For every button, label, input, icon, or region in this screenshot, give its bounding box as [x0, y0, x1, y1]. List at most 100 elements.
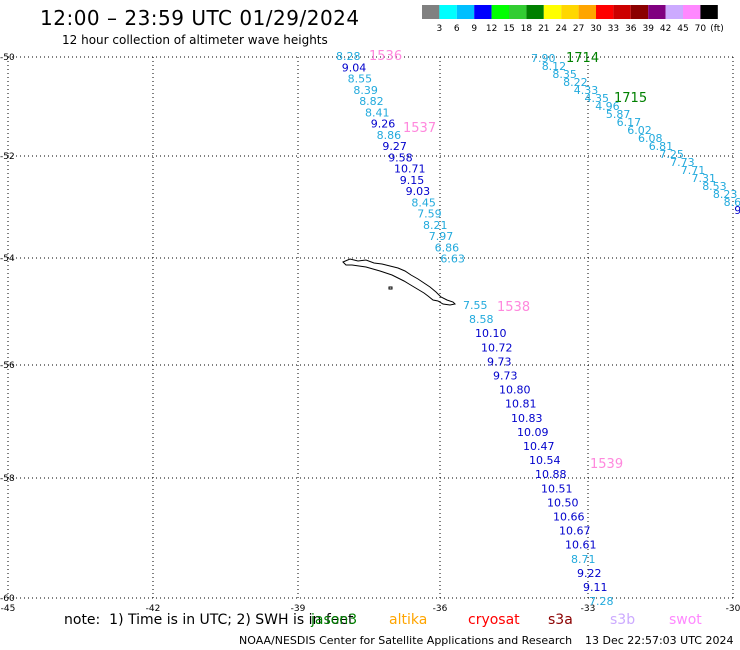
scale-swatch [526, 5, 544, 19]
wave-height-value: 4.96 [595, 100, 620, 113]
wave-height-value: 8.28 [336, 50, 361, 63]
wave-height-value: 6.86 [435, 241, 460, 254]
wave-height-value: 10.71 [394, 163, 426, 176]
latitude-label: -56 [0, 361, 15, 371]
wave-height-value: 10.80 [499, 384, 531, 397]
wave-height-tracks: 8.289.048.558.398.828.419.268.869.279.58… [336, 49, 740, 608]
wave-height-value: 7.71 [681, 164, 706, 177]
wave-height-value: 9.58 [388, 151, 413, 164]
wave-height-value: 8.12 [542, 60, 567, 73]
longitude-labels: -45 -42 -39 -36 -33 -30 [1, 604, 740, 614]
wave-height-value: 9.11 [583, 581, 608, 594]
latitude-label: -58 [0, 474, 15, 484]
wave-height-value: 8.39 [353, 84, 378, 97]
satellite-s3b: s3b [610, 612, 636, 628]
wave-height-value: 10.61 [565, 539, 597, 552]
wave-height-value: 10.51 [541, 482, 573, 495]
longitude-label: -30 [726, 604, 740, 614]
wave-height-value: 10.54 [529, 454, 561, 467]
wave-height-value: 8.71 [571, 553, 596, 566]
scale-unit-label: (ft) [710, 24, 724, 34]
latitude-label: -60 [0, 594, 15, 604]
wave-height-value: 6.02 [627, 124, 652, 137]
wave-height-value: 9.7 [734, 204, 740, 217]
wave-height-value: 7.73 [670, 156, 695, 169]
wave-height-value: 9.03 [406, 185, 431, 198]
scale-swatch [509, 5, 527, 19]
scale-tick-label: 6 [454, 24, 460, 34]
longitude-label: -39 [291, 604, 306, 614]
scale-tick-label: 42 [660, 24, 671, 34]
longitude-label: -36 [433, 604, 448, 614]
wave-height-value: 9.26 [371, 118, 396, 131]
scale-tick-label: 18 [521, 24, 533, 34]
wave-height-value: 9.73 [487, 355, 512, 368]
wave-height-value: 10.66 [553, 511, 585, 524]
scale-tick-label: 45 [677, 24, 688, 34]
satellite-jason3: jason3 [311, 612, 358, 628]
scale-swatch [683, 5, 701, 19]
scale-tick-label: 36 [625, 24, 637, 34]
wave-height-value: 8.82 [359, 95, 384, 108]
scale-tick-label: 39 [642, 24, 654, 34]
scale-swatch [543, 5, 562, 19]
track-time-label: 1536 [369, 49, 402, 64]
longitude-label: -42 [146, 604, 161, 614]
wave-height-value: 6.08 [638, 132, 663, 145]
scale-tick-label: 27 [573, 24, 584, 34]
scale-tick-label: 24 [555, 24, 567, 34]
wave-height-value: 9.27 [382, 140, 407, 153]
satellite-swot: swot [669, 612, 702, 628]
scale-swatch [700, 5, 718, 19]
scale-swatch [596, 5, 614, 19]
scale-tick-label: 33 [608, 24, 619, 34]
wave-height-value: 8.23 [713, 188, 738, 201]
scale-tick-label: 12 [486, 24, 497, 34]
map-grid [7, 56, 734, 599]
wave-height-value: 7.55 [463, 299, 488, 312]
wave-height-value: 10.67 [559, 525, 591, 538]
wave-height-value: 8.55 [348, 73, 373, 86]
scale-swatch [422, 5, 440, 19]
track-time-label: 1538 [497, 300, 530, 315]
wave-height-value: 7.25 [659, 148, 684, 161]
color-scale-legend: 3 6 9 12 15 18 21 24 27 30 33 36 39 42 45 70 (ft) [422, 5, 724, 34]
scale-tick-label: 70 [695, 24, 707, 34]
wave-height-value: 9.73 [493, 370, 518, 383]
track-time-label: 1539 [590, 457, 623, 472]
wave-height-value: 8.41 [365, 106, 390, 119]
wave-height-value: 9.15 [400, 174, 425, 187]
satellite-cryosat: cryosat [468, 612, 520, 628]
scale-tick-label: 15 [503, 24, 514, 34]
wave-height-value: 8.86 [377, 129, 402, 142]
scale-swatch [578, 5, 596, 19]
track-time-label: 1715 [614, 91, 647, 106]
wave-height-value: 9.04 [342, 61, 367, 74]
latitude-label: -54 [0, 254, 15, 264]
scale-swatch [439, 5, 457, 19]
scale-swatch [491, 5, 509, 19]
wave-height-value: 8.22 [563, 76, 588, 89]
wave-height-value: 6.17 [617, 116, 642, 129]
note-row: note: 1) Time is in UTC; 2) SWH is in fe… [0, 610, 740, 632]
wave-height-value: 8.45 [411, 196, 436, 209]
note-text: note: 1) Time is in UTC; 2) SWH is in fe… [64, 612, 354, 628]
latitude-labels: -50 -52 -54 -56 -58 -60 [0, 53, 15, 604]
wave-height-value: 5.87 [606, 108, 631, 121]
wave-height-value: 10.81 [505, 398, 537, 411]
scale-swatch [474, 5, 492, 19]
wave-height-value: 7.97 [429, 230, 454, 243]
wave-height-value: 7.59 [417, 208, 442, 221]
wave-height-value: 10.09 [517, 426, 549, 439]
scale-swatch [561, 5, 579, 19]
footer-credit: NOAA/NESDIS Center for Satellite Applica… [239, 634, 573, 647]
track-time-label: 1537 [403, 121, 436, 136]
scale-tick-label: 9 [471, 24, 477, 34]
wave-height-value: 10.50 [547, 496, 579, 509]
scale-swatch [665, 5, 683, 19]
longitude-label: -45 [1, 604, 16, 614]
south-georgia-island [342, 258, 457, 306]
wave-height-value: 8.64 [724, 196, 740, 209]
wave-height-value: 4.35 [585, 92, 610, 105]
